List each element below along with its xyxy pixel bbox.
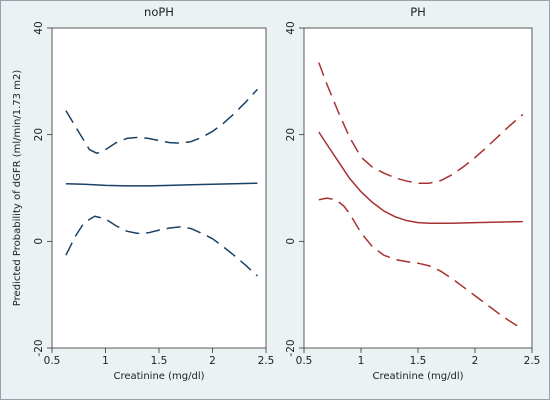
x-tick-label: 1 — [102, 355, 109, 367]
y-tick-label: 40 — [33, 21, 45, 34]
x-tick-label: 1.5 — [410, 355, 427, 367]
y-tick-label: 20 — [33, 128, 45, 141]
y-tick-label: -20 — [33, 339, 45, 356]
series-lower-noPH — [65, 215, 258, 277]
plot-area-noPH — [51, 27, 267, 349]
panel-title-noPH: noPH — [144, 5, 174, 19]
plot-area-PH — [303, 27, 533, 349]
x-tick-label: 1 — [358, 355, 365, 367]
x-tick-label: 2 — [472, 355, 479, 367]
x-tick-label: 1.5 — [151, 355, 168, 367]
x-tick-label: 2.5 — [258, 355, 275, 367]
y-tick-label: 0 — [33, 238, 45, 245]
series-lower-PH — [318, 197, 524, 330]
x-tick-label: 2 — [209, 355, 216, 367]
panel-title-PH: PH — [410, 5, 426, 19]
x-tick-label: 0.5 — [44, 355, 61, 367]
y-tick-label: -20 — [285, 339, 297, 356]
series-fit-noPH — [65, 182, 258, 187]
series-fit-PH — [318, 131, 523, 224]
y-axis-label: Predicted Probability of dGFR (ml/min/1.… — [12, 70, 23, 307]
x-tick-label: 0.5 — [296, 355, 313, 367]
series-upper-noPH — [65, 88, 258, 155]
y-tick-label: 20 — [285, 128, 297, 141]
x-tick-label: 2.5 — [524, 355, 541, 367]
y-tick-label: 0 — [285, 238, 297, 245]
x-axis-label: Creatinine (mg/dl) — [372, 371, 463, 382]
y-tick-label: 40 — [285, 21, 297, 34]
x-axis-label: Creatinine (mg/dl) — [113, 371, 204, 382]
